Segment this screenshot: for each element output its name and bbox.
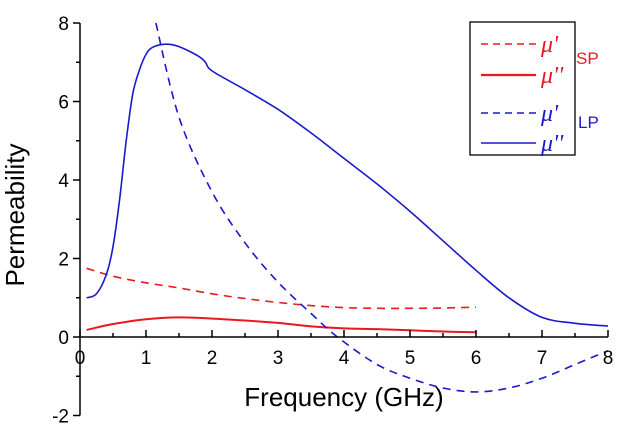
y-tick-label: 4 bbox=[58, 171, 69, 192]
legend-label-0: μ' bbox=[540, 32, 559, 58]
x-tick-label: 2 bbox=[207, 348, 218, 369]
legend-label-1: μ'' bbox=[540, 63, 564, 89]
series-sp-mu-prime bbox=[86, 267, 477, 310]
x-tick-label: 4 bbox=[339, 348, 350, 369]
y-tick-label: 0 bbox=[58, 328, 69, 349]
x-tick-label: 5 bbox=[405, 348, 416, 369]
legend-group-lp: LP bbox=[578, 113, 599, 132]
y-tick-label: 8 bbox=[58, 14, 69, 35]
x-tick-label: 7 bbox=[537, 348, 548, 369]
x-tick-label: 0 bbox=[75, 348, 86, 369]
x-tick-label: 8 bbox=[603, 348, 614, 369]
legend-label-2: μ' bbox=[540, 101, 559, 127]
y-axis-title: Permeability bbox=[0, 143, 30, 286]
legend: μ' μ'' μ' μ'' SP LP bbox=[469, 21, 599, 157]
legend-entries: μ' μ'' μ' μ'' bbox=[481, 32, 564, 157]
series-lp-mu-double-prime bbox=[86, 43, 609, 327]
legend-group-sp: SP bbox=[576, 49, 599, 68]
x-tick-label: 6 bbox=[471, 348, 482, 369]
y-tick-label: -2 bbox=[52, 407, 69, 428]
axes: -2 0 2 4 6 8 0 1 2 3 4 5 6 7 8 bbox=[52, 14, 613, 428]
legend-label-3: μ'' bbox=[540, 131, 564, 157]
x-tick-label: 3 bbox=[273, 348, 284, 369]
x-axis-title: Frequency (GHz) bbox=[244, 382, 443, 412]
series-lp-mu-prime bbox=[155, 22, 609, 393]
y-tick-label: 6 bbox=[58, 93, 69, 114]
series-sp-mu-double-prime bbox=[86, 316, 477, 334]
x-tick-label: 1 bbox=[141, 348, 152, 369]
y-tick-label: 2 bbox=[58, 250, 69, 271]
